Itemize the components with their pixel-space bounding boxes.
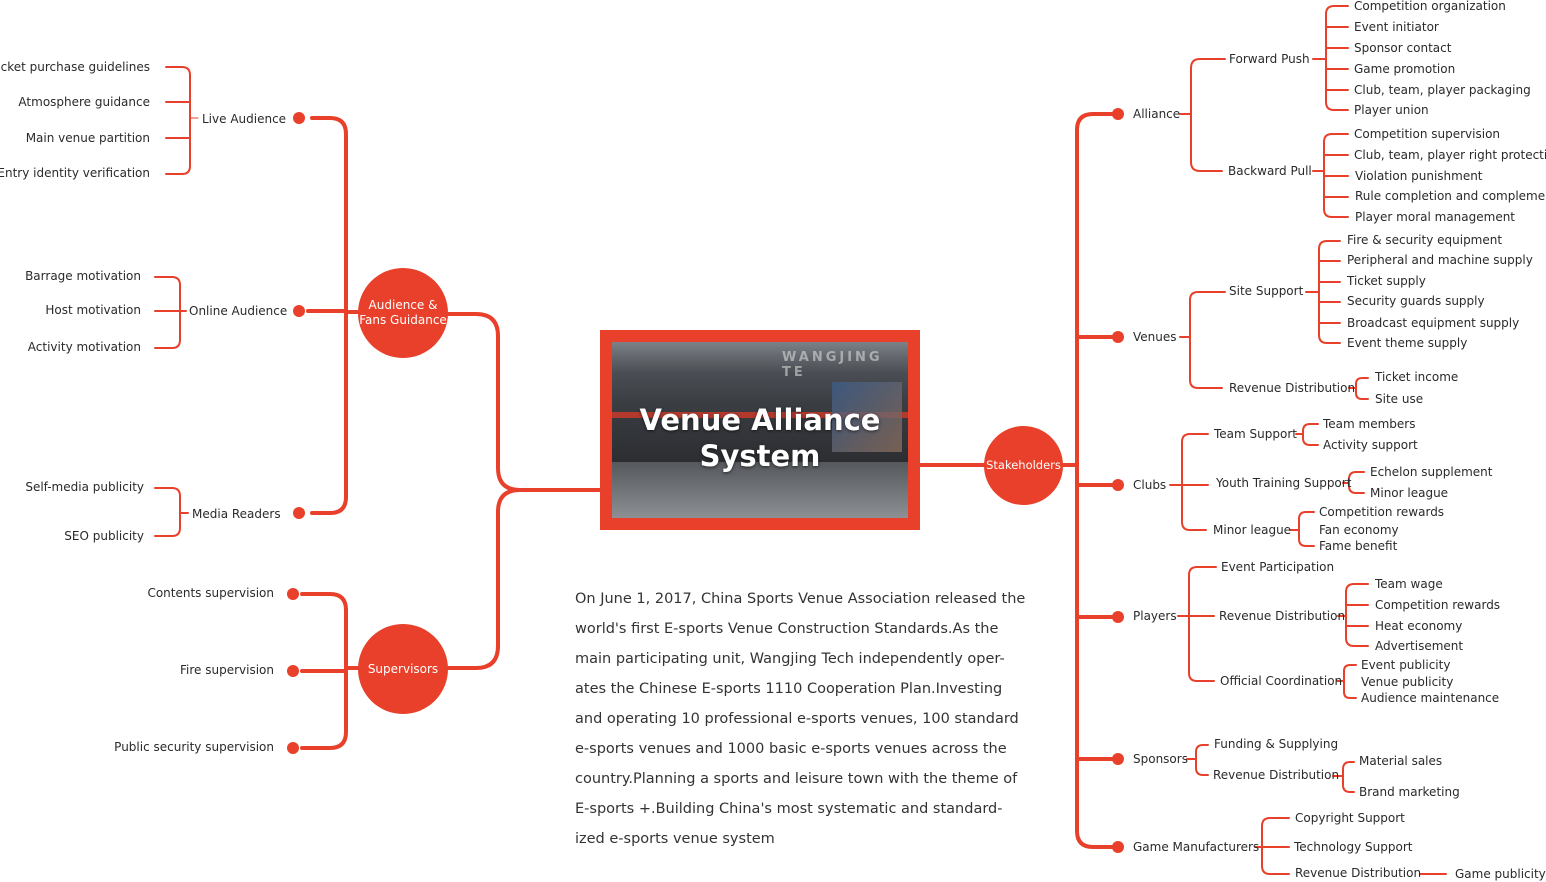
alliance-label: Alliance xyxy=(1133,107,1181,121)
description-line: and operating 10 professional e-sports v… xyxy=(575,711,1019,727)
media-readers-label: Media Readers xyxy=(192,507,281,521)
center-image-box: WANGJING TE Venue Alliance System xyxy=(600,330,920,530)
description-line: country.Planning a sports and leisure to… xyxy=(575,771,1018,787)
team-item: Team members xyxy=(1323,417,1416,431)
backward-item: Competition supervision xyxy=(1354,127,1501,141)
venue-photo: WANGJING TE xyxy=(612,342,908,518)
clubs-label: Clubs xyxy=(1133,478,1167,492)
supervisors-label: Supervisors xyxy=(367,661,439,676)
players-revenue-item: Heat economy xyxy=(1375,619,1463,633)
supervision-item: Fire supervision xyxy=(180,663,274,677)
backward-item: Rule completion and complement xyxy=(1355,189,1546,203)
forward-push-label: Forward Push xyxy=(1229,52,1310,66)
description-line: main participating unit, Wangjing Tech i… xyxy=(575,651,1005,667)
forward-item: Game promotion xyxy=(1354,62,1456,76)
description-line: world's first E-sports Venue Constructio… xyxy=(575,621,999,637)
game-manufacturers-label: Game Manufacturers xyxy=(1133,840,1260,854)
minor-league-label: Minor league xyxy=(1213,523,1292,537)
sponsors-revenue-item: Material sales xyxy=(1359,754,1443,768)
live-item: Ticket purchase guidelines xyxy=(0,60,150,74)
players-revenue-label: Revenue Distribution xyxy=(1219,609,1346,623)
supervisors-bubble: Supervisors xyxy=(358,624,448,714)
funding-supplying-label: Funding & Supplying xyxy=(1214,737,1339,751)
supervision-item: Public security supervision xyxy=(114,740,274,754)
minor-item: Fame benefit xyxy=(1319,539,1398,553)
site-item: Peripheral and machine supply xyxy=(1347,253,1533,267)
venues-revenue-label: Revenue Distribution xyxy=(1229,381,1356,395)
sponsors-revenue-label: Revenue Distribution xyxy=(1213,768,1340,782)
youth-training-label: Youth Training Support xyxy=(1216,476,1352,490)
center-title-line2: System xyxy=(699,439,821,473)
description-line: On June 1, 2017, China Sports Venue Asso… xyxy=(575,591,1026,607)
official-item: Venue publicity xyxy=(1361,675,1454,689)
forward-item: Player union xyxy=(1354,103,1429,117)
live-item: Main venue partition xyxy=(25,131,150,145)
site-item: Broadcast equipment supply xyxy=(1347,316,1520,330)
audience-label-line2: Fans Guidance xyxy=(359,313,447,327)
players-revenue-item: Team wage xyxy=(1375,577,1443,591)
forward-item: Event initiator xyxy=(1354,20,1439,34)
site-item: Ticket supply xyxy=(1347,274,1426,288)
forward-item: Competition organization xyxy=(1354,0,1506,13)
media-item: SEO publicity xyxy=(64,529,144,543)
online-item: Host motivation xyxy=(45,303,141,317)
site-item: Event theme supply xyxy=(1347,336,1468,350)
center-title: Venue Alliance System xyxy=(612,402,908,474)
site-support-label: Site Support xyxy=(1229,284,1304,298)
center-title-line1: Venue Alliance xyxy=(639,403,881,437)
sponsors-revenue-item: Brand marketing xyxy=(1359,785,1460,799)
youth-item: Minor league xyxy=(1370,486,1449,500)
description-line: e-sports venues and 1000 basic e-sports … xyxy=(575,741,1007,757)
stakeholders-label: Stakeholders xyxy=(986,458,1061,472)
description-paragraph: On June 1, 2017, China Sports Venue Asso… xyxy=(575,584,1026,854)
minor-item: Fan economy xyxy=(1319,523,1399,537)
online-item: Barrage motivation xyxy=(25,269,141,283)
official-item: Audience maintenance xyxy=(1361,691,1500,705)
description-line: ized e-sports venue system xyxy=(575,831,775,847)
supervision-item: Contents supervision xyxy=(147,586,274,600)
audience-label-line1: Audience & xyxy=(368,298,438,312)
official-coordination-label: Official Coordination xyxy=(1220,674,1343,688)
team-item: Activity support xyxy=(1323,438,1418,452)
photo-sign: WANGJING TE xyxy=(782,350,883,380)
live-item: Entry identity verification xyxy=(0,166,150,180)
players-label: Players xyxy=(1133,609,1177,623)
audience-fans-bubble: Audience & Fans Guidance xyxy=(358,268,448,358)
players-revenue-item: Competition rewards xyxy=(1375,598,1501,612)
team-support-label: Team Support xyxy=(1214,427,1297,441)
media-item: Self-media publicity xyxy=(25,480,144,494)
online-item: Activity motivation xyxy=(27,340,141,354)
backward-item: Player moral management xyxy=(1355,210,1516,224)
description-line: ates the Chinese E-sports 1110 Cooperati… xyxy=(575,681,1003,697)
backward-item: Club, team, player right protection xyxy=(1354,148,1546,162)
forward-item: Club, team, player packaging xyxy=(1354,83,1531,97)
venues-revenue-item: Site use xyxy=(1375,392,1424,406)
stakeholders-bubble: Stakeholders xyxy=(984,426,1063,505)
minor-item: Competition rewards xyxy=(1319,505,1445,519)
sponsors-label: Sponsors xyxy=(1133,752,1188,766)
technology-support-label: Technology Support xyxy=(1294,840,1413,854)
online-audience-label: Online Audience xyxy=(189,304,288,318)
forward-item: Sponsor contact xyxy=(1354,41,1452,55)
live-audience-label: Live Audience xyxy=(202,112,287,126)
backward-item: Violation punishment xyxy=(1355,169,1483,183)
description-line: E-sports +.Building China's most systema… xyxy=(575,801,1003,817)
site-item: Fire & security equipment xyxy=(1347,233,1503,247)
official-item: Event publicity xyxy=(1361,658,1451,672)
copyright-support-label: Copyright Support xyxy=(1295,811,1405,825)
event-participation-label: Event Participation xyxy=(1221,560,1335,574)
players-revenue-item: Advertisement xyxy=(1375,639,1464,653)
youth-item: Echelon supplement xyxy=(1370,465,1493,479)
live-item: Atmosphere guidance xyxy=(18,95,150,109)
game-revenue-item: Game publicity xyxy=(1455,867,1546,881)
game-revenue-label: Revenue Distribution xyxy=(1295,866,1422,880)
site-item: Security guards supply xyxy=(1347,294,1485,308)
venues-label: Venues xyxy=(1133,330,1177,344)
backward-pull-label: Backward Pull xyxy=(1228,164,1312,178)
venues-revenue-item: Ticket income xyxy=(1375,370,1459,384)
